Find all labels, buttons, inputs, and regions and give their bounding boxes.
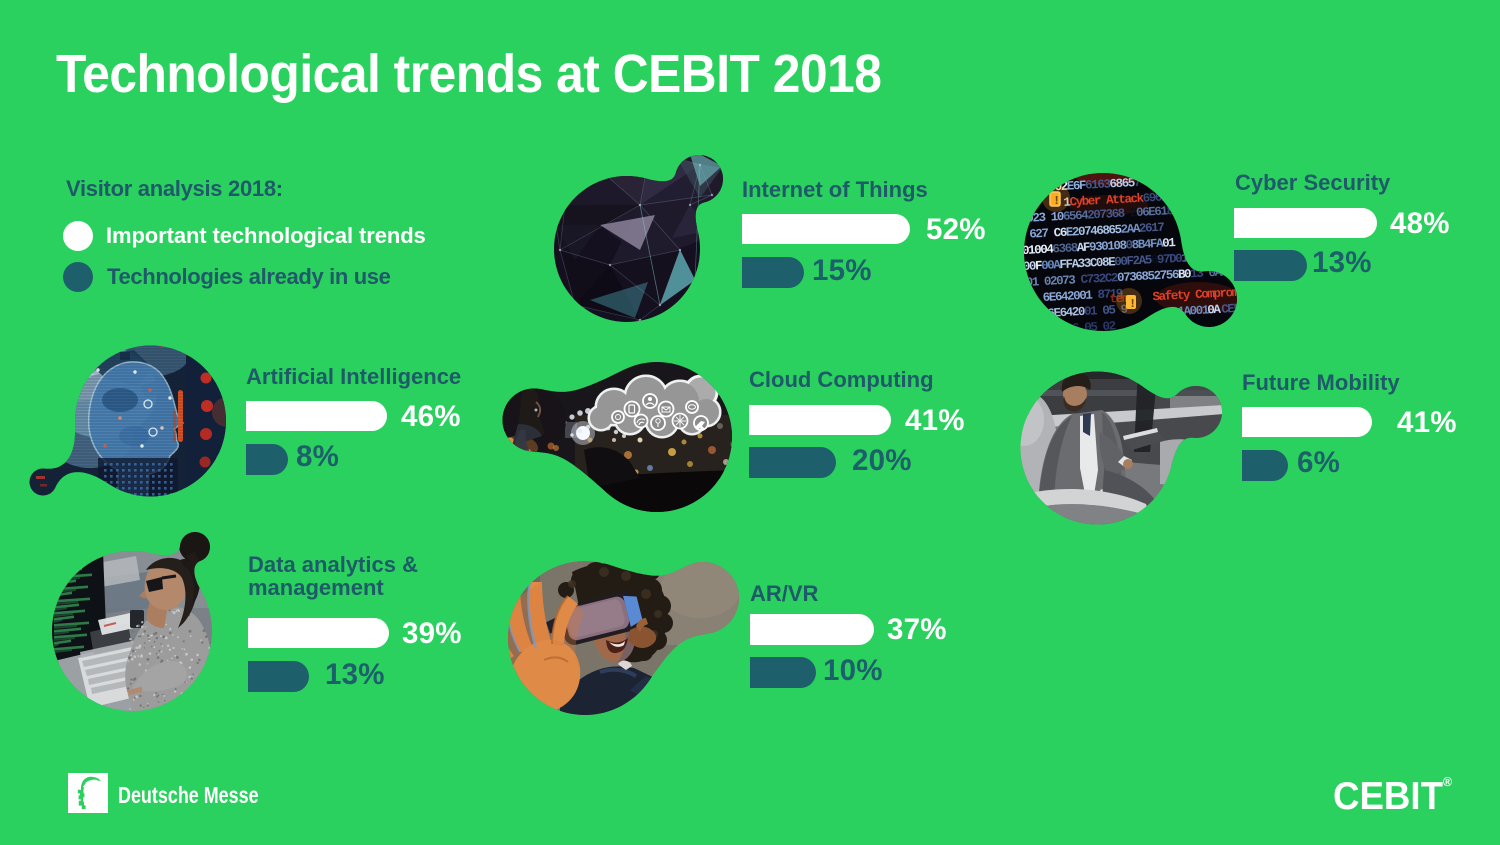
svg-text:!: ! [1053,194,1060,208]
svg-text:F00F00AFFA33C08E00F2A5697D01: F00F00AFFA33C08E00F2A5697D01 [1016,251,1188,274]
svg-text:11A001: 11A001 [1171,303,1209,319]
svg-text:0A: 0A [1207,303,1222,318]
svg-text:16 05 02: 16 05 02 [1066,319,1116,336]
svg-text:CE50: CE50 [1221,301,1247,316]
svg-text:1 627 C6E207468652AA2617: 1 627 C6E207468652AA2617 [1017,221,1165,243]
svg-text:4023 106564207368 206E618: 4023 106564207368 206E618 [1020,204,1174,226]
svg-text:D01 02073 C732C20736852756B013: D01 02073 C732C20736852756B013 0AA2 6 [1019,264,1246,290]
svg-text:C010046368AF93010808B4FA01: C010046368AF93010808B4FA01 [1016,236,1176,258]
svg-text:tem: tem [1109,292,1130,307]
svg-text:!: ! [1129,297,1136,311]
svg-text:Safety Comprom: Safety Comprom [1152,286,1240,305]
